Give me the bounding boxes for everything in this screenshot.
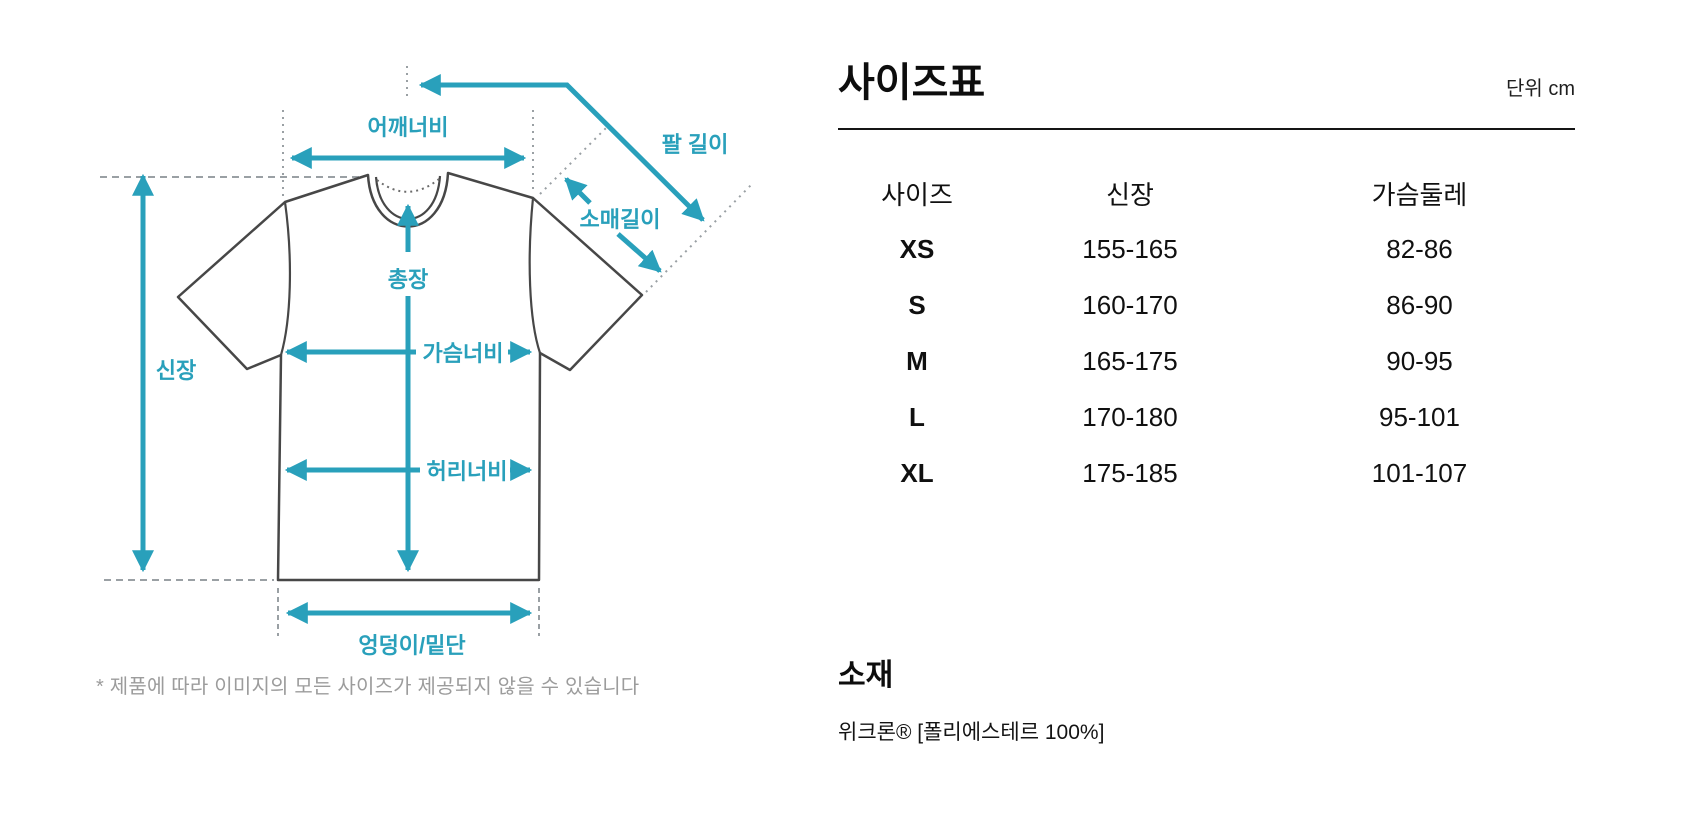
arm-length-label: 팔 길이 <box>662 132 729 157</box>
chest-width-label: 가슴너비 <box>423 341 504 366</box>
chest-value: 95-101 <box>1379 401 1460 432</box>
chest-value: 90-95 <box>1386 345 1453 376</box>
size-value: M <box>906 345 928 376</box>
table-row: M 165-175 90-95 <box>838 333 1575 389</box>
height-value: 160-170 <box>1082 289 1178 320</box>
chest-value: 82-86 <box>1386 233 1453 264</box>
table-row: XL 175-185 101-107 <box>838 445 1575 501</box>
material-section: 소재 위크론® [폴리에스테르 100%] <box>838 650 1438 746</box>
column-header-size: 사이즈 <box>881 179 953 210</box>
measurement-labels: 어깨너비 팔 길이 소매길이 총장 신장 가슴너비 허리너비 엉덩이/밑단 <box>156 115 729 658</box>
material-value: 위크론® [폴리에스테르 100%] <box>838 721 1105 744</box>
collar-back-dotted-line <box>376 178 440 193</box>
shoulder-width-label: 어깨너비 <box>368 115 449 140</box>
chest-value: 101-107 <box>1371 457 1468 488</box>
size-value: XL <box>900 457 934 488</box>
waist-width-label: 허리너비 <box>427 459 508 484</box>
sleeve-length-upper-arrow <box>564 177 592 205</box>
tshirt-measurement-diagram: 어깨너비 팔 길이 소매길이 총장 신장 가슴너비 허리너비 엉덩이/밑단 * … <box>0 0 760 720</box>
size-value: XS <box>899 233 935 264</box>
sleeve-length-label: 소매길이 <box>580 207 661 232</box>
height-value: 165-175 <box>1082 345 1178 376</box>
hip-hem-label: 엉덩이/밑단 <box>358 633 465 658</box>
size-chart-title: 사이즈표 <box>838 61 986 105</box>
arm-length-arrow <box>418 73 705 222</box>
column-header-height: 신장 <box>1106 179 1154 210</box>
sleeve-length-lower-arrow <box>616 232 662 273</box>
size-table-header-row: 사이즈 신장 가슴둘레 <box>838 165 1575 221</box>
material-title: 소재 <box>838 659 894 692</box>
height-value: 155-165 <box>1082 233 1178 264</box>
measurement-arrows <box>131 73 705 625</box>
table-row: XS 155-165 82-86 <box>838 221 1575 277</box>
height-value: 175-185 <box>1082 457 1178 488</box>
total-length-label: 총장 <box>388 267 428 292</box>
unit-label: 단위 cm <box>1505 78 1575 100</box>
table-row: L 170-180 95-101 <box>838 389 1575 445</box>
chest-value: 86-90 <box>1386 289 1453 320</box>
column-header-chest: 가슴둘레 <box>1371 179 1468 210</box>
height-label: 신장 <box>156 358 196 383</box>
height-value: 170-180 <box>1082 401 1178 432</box>
diagram-footnote: * 제품에 따라 이미지의 모든 사이즈가 제공되지 않을 수 있습니다 <box>96 676 640 698</box>
table-row: S 160-170 86-90 <box>838 277 1575 333</box>
size-chart-header: 사이즈표 단위 cm <box>838 50 1575 130</box>
size-table: 사이즈 신장 가슴둘레 XS 155-165 82-86 S 160-170 8… <box>838 165 1575 501</box>
size-chart-panel: 사이즈표 단위 cm 사이즈 신장 가슴둘레 XS 155-165 82-86 … <box>838 50 1575 501</box>
tshirt-diagram-svg: 어깨너비 팔 길이 소매길이 총장 신장 가슴너비 허리너비 엉덩이/밑단 <box>100 66 753 658</box>
size-value: L <box>909 401 925 432</box>
left-armhole-seam <box>279 201 292 356</box>
size-value: S <box>908 289 926 320</box>
